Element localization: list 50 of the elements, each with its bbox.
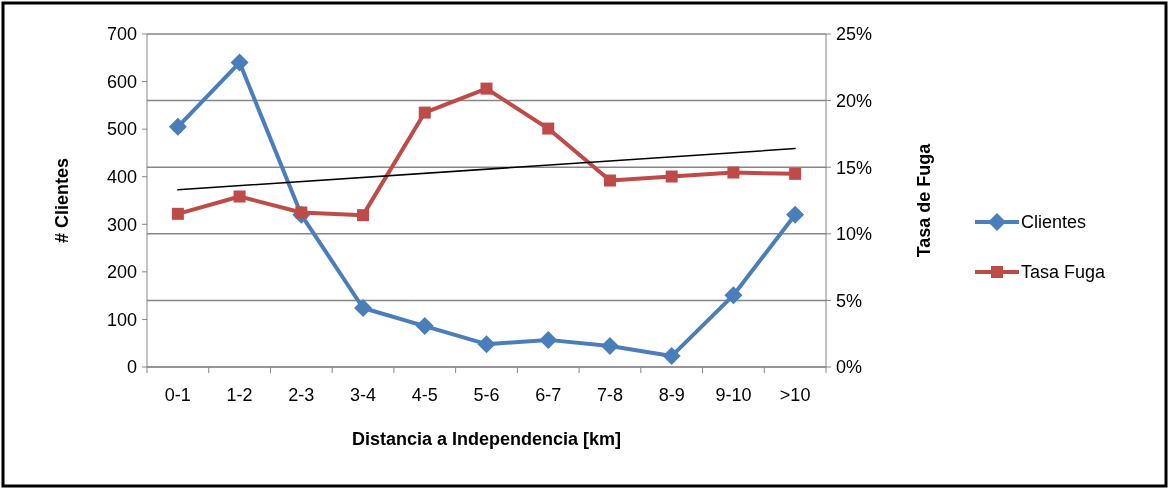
x-tick-label: 0-1: [164, 385, 191, 405]
y-axis-title: # Clientes: [52, 157, 72, 244]
point: [539, 330, 558, 349]
point: [480, 82, 493, 95]
point: [789, 167, 802, 180]
x-tick-label: 8-9: [658, 385, 685, 405]
point: [786, 205, 805, 224]
y2-axis-title: Tasa de Fuga: [914, 142, 934, 258]
y2-tick-label: 20%: [836, 90, 873, 111]
x-tick-label: 3-4: [350, 385, 377, 405]
point: [724, 286, 743, 305]
point: [662, 347, 681, 366]
x-tick-label: 2-3: [288, 385, 315, 405]
point: [171, 207, 184, 220]
y-tick-label: 400: [106, 167, 137, 188]
point: [603, 174, 616, 187]
legend-label: Tasa Fuga: [1021, 262, 1107, 283]
y-tick-label: 100: [106, 309, 137, 330]
point: [665, 170, 678, 183]
y-tick-label: 200: [106, 262, 137, 283]
point: [415, 317, 434, 336]
x-axis-title: Distancia a Independencia [km]: [351, 429, 622, 449]
point: [168, 117, 187, 136]
y-tick-label: 700: [106, 24, 137, 45]
point: [230, 53, 249, 72]
x-tick-label: 9-10: [715, 385, 752, 405]
y2-tick-label: 25%: [836, 24, 873, 45]
point: [357, 209, 370, 222]
point: [542, 122, 555, 135]
x-tick-label: >10: [779, 385, 811, 405]
point: [600, 337, 619, 356]
y-tick-label: 0: [126, 357, 137, 378]
y-tick-label: 300: [106, 214, 137, 235]
point: [727, 166, 740, 179]
point: [233, 190, 246, 203]
point: [477, 335, 496, 354]
y2-tick-label: 0%: [836, 357, 863, 378]
x-tick-label: 1-2: [226, 385, 253, 405]
legend-label: Clientes: [1021, 212, 1087, 233]
point: [418, 106, 431, 119]
x-tick-label: 7-8: [596, 385, 623, 405]
y-tick-label: 600: [106, 71, 137, 92]
x-tick-label: 5-6: [473, 385, 500, 405]
y-tick-label: 500: [106, 119, 137, 140]
y2-tick-label: 15%: [836, 157, 873, 178]
x-tick-label: 6-7: [535, 385, 562, 405]
y2-tick-label: 5%: [836, 290, 863, 311]
point: [354, 299, 373, 318]
y2-tick-label: 10%: [836, 224, 873, 245]
x-tick-label: 4-5: [411, 385, 438, 405]
